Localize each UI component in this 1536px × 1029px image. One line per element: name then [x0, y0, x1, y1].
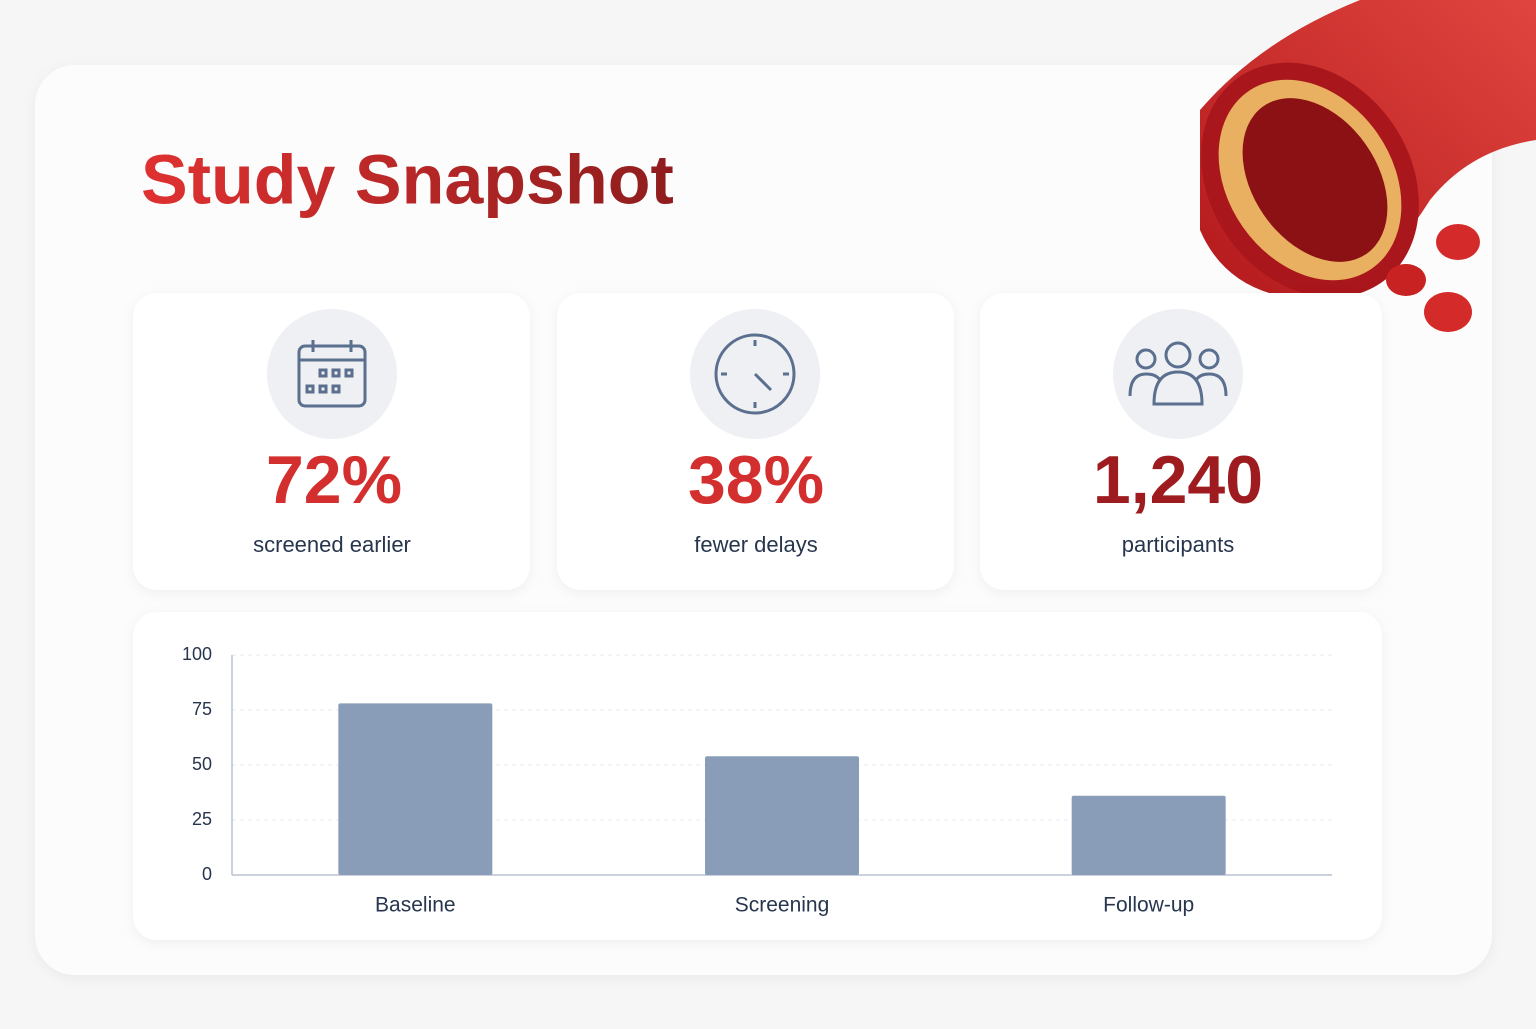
stat-value: 72%	[266, 442, 402, 518]
stat-card: 1,240 participants	[980, 293, 1382, 590]
stat-label: fewer delays	[694, 532, 818, 557]
icon-bg	[1113, 309, 1243, 439]
x-tick-label: Screening	[735, 894, 830, 917]
y-tick-label: 75	[192, 699, 212, 719]
bar	[705, 756, 859, 875]
card-bg	[133, 293, 530, 590]
card-bg	[557, 293, 954, 590]
stat-card: 72% screened earlier	[133, 293, 530, 590]
stat-label: screened earlier	[253, 532, 411, 557]
bar	[1071, 795, 1226, 875]
bar	[338, 703, 493, 875]
title: Study Snapshot	[141, 140, 674, 218]
y-tick-label: 0	[202, 864, 212, 884]
bar-chart: 0 25 50 75 100 Baseline Screening Follow-up	[182, 644, 1332, 917]
x-tick-label: Follow-up	[1103, 894, 1194, 917]
stat-card: 38% fewer delays	[557, 293, 954, 590]
x-tick-label: Baseline	[375, 894, 456, 917]
people-icon	[1128, 341, 1228, 406]
card-bg	[980, 293, 1382, 590]
calendar-icon	[297, 340, 367, 408]
y-tick-label: 50	[192, 754, 212, 774]
stat-value: 1,240	[1093, 442, 1263, 518]
stat-value: 38%	[688, 442, 824, 518]
vessel-illustration	[1200, 0, 1536, 332]
clock-icon	[714, 333, 796, 415]
y-tick-label: 100	[182, 644, 212, 664]
y-tick-label: 25	[192, 809, 212, 829]
stat-label: participants	[1122, 532, 1235, 557]
